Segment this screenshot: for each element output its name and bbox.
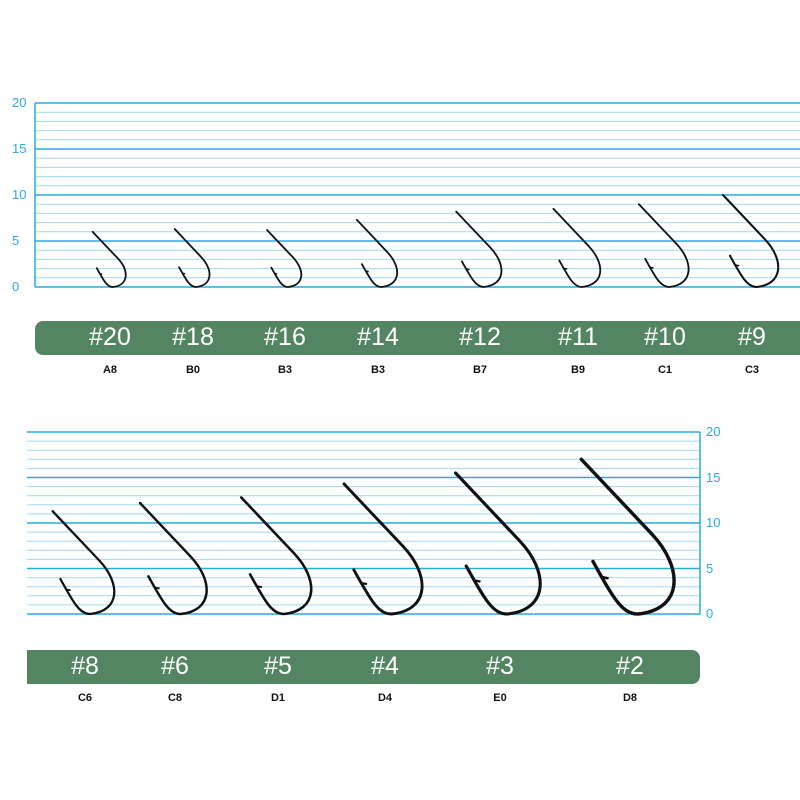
hook-size-label: #3	[486, 652, 514, 680]
hook-code-label: E0	[493, 692, 507, 704]
hook-code-label: D8	[622, 692, 638, 704]
hook-code-label: B3	[370, 364, 386, 376]
hook-barb	[600, 575, 609, 580]
hook-size-9	[721, 193, 780, 289]
hook-size-16	[266, 229, 303, 288]
hook-barb	[563, 267, 568, 270]
hook-barb	[255, 585, 263, 589]
hook-barb	[365, 270, 369, 273]
hook-barb	[65, 588, 71, 592]
axis-tick-label: 0	[12, 279, 20, 294]
hook-code-label: D4	[377, 692, 393, 704]
hook-barb	[734, 264, 740, 267]
hook-size-12	[455, 210, 503, 288]
hook-size-label: #20	[89, 323, 131, 351]
hook-size-4	[342, 482, 424, 616]
hook-size-label: #16	[264, 323, 306, 351]
hook-barb	[649, 266, 654, 269]
hook-size-8	[51, 510, 116, 616]
hook-code-label: B9	[570, 364, 586, 376]
size-band-bottom	[27, 650, 700, 684]
hook-size-5	[240, 496, 313, 616]
hook-code-label: B0	[185, 364, 201, 376]
hook-barb	[153, 586, 160, 590]
axis-tick-label: 5	[706, 560, 714, 576]
hook-size-label: #4	[371, 652, 399, 680]
hook-size-label: #8	[71, 652, 99, 680]
hook-size-label: #6	[161, 652, 189, 680]
hook-size-20	[91, 230, 127, 288]
hook-size-3	[454, 471, 542, 616]
hook-size-label: #5	[264, 652, 292, 680]
hook-code-label: C6	[77, 692, 93, 704]
hook-size-2	[579, 457, 676, 616]
hook-code-label: C8	[167, 692, 183, 704]
axis-tick-label: 15	[12, 141, 27, 156]
hook-size-10	[637, 203, 690, 288]
hook-size-label: #18	[172, 323, 214, 351]
hook-barb	[181, 272, 186, 275]
hook-size-18	[173, 228, 211, 288]
hook-size-label: #10	[644, 323, 686, 351]
hook-size-label: #11	[558, 323, 598, 351]
axis-tick-label: 10	[12, 187, 27, 202]
hook-barb	[465, 268, 470, 271]
axis-tick-label: 0	[706, 606, 714, 621]
hook-code-label: D1	[270, 692, 286, 704]
hook-size-14	[355, 218, 398, 288]
hook-size-label: #2	[616, 652, 644, 680]
axis-tick-label: 10	[706, 515, 721, 530]
hook-code-label: C3	[744, 364, 760, 376]
axis-tick-label: 5	[12, 233, 20, 248]
hook-barb	[274, 272, 278, 275]
hook-size-11	[552, 207, 602, 288]
size-band-top	[35, 321, 800, 355]
hook-code-label: A8	[102, 364, 118, 376]
hook-size-label: #14	[357, 323, 399, 351]
hook-code-label: B7	[472, 364, 488, 376]
hook-size-6	[138, 501, 208, 616]
hook-barb	[99, 273, 103, 276]
hook-barb	[360, 581, 368, 586]
hook-size-label: #9	[738, 323, 766, 351]
hook-size-label: #12	[459, 323, 501, 351]
axis-tick-label: 20	[706, 424, 721, 439]
hook-barb	[473, 578, 481, 583]
axis-tick-label: 20	[12, 95, 27, 110]
hook-code-label: C1	[657, 364, 673, 376]
hook-code-label: B3	[277, 364, 293, 376]
axis-tick-label: 15	[706, 469, 721, 485]
